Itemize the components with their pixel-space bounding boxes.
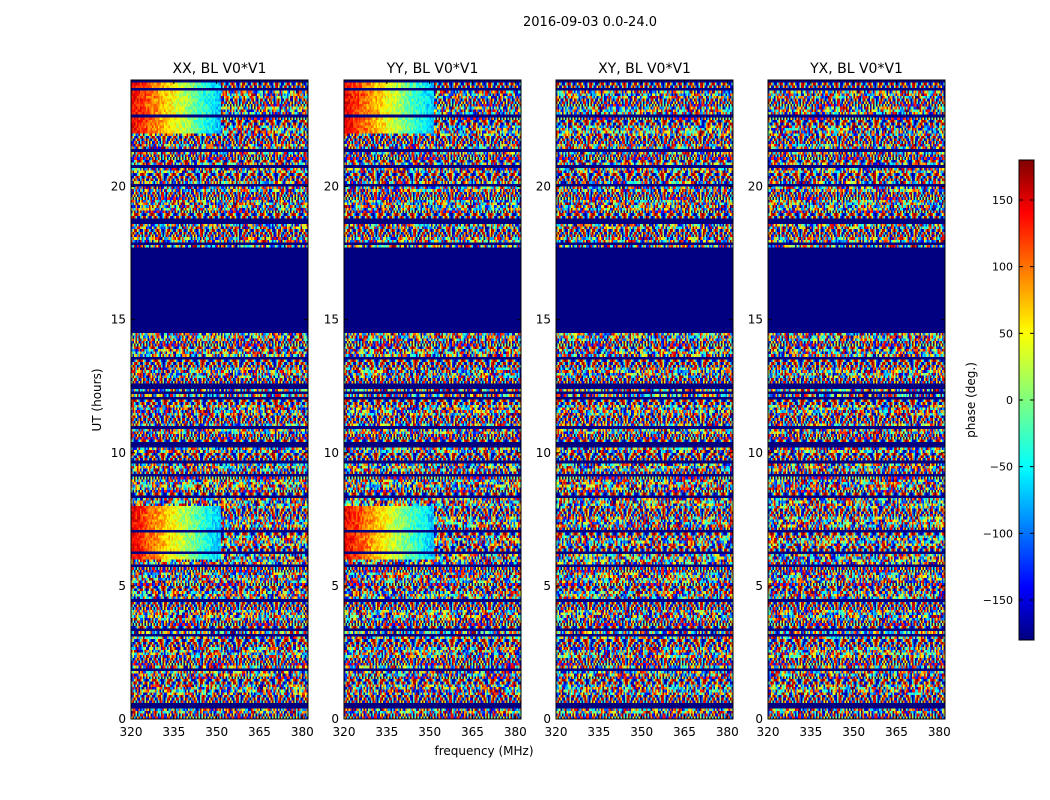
panel-3: YX, BL V0*V1 320 335 350 365 380 0 5 10 15 20 xyxy=(748,61,951,739)
heatmap-image xyxy=(344,80,521,719)
colorbar-tick-label: −50 xyxy=(990,461,1013,474)
x-tick-label: 335 xyxy=(162,725,185,739)
panel-0: XX, BL V0*V1 320 335 350 365 380 0 5 10 15 20 xyxy=(111,61,314,739)
heatmap-image xyxy=(556,80,733,719)
x-axis-label: frequency (MHz) xyxy=(434,744,533,758)
y-tick-label: 10 xyxy=(536,446,551,460)
colorbar-tick-label: −100 xyxy=(983,527,1013,540)
y-tick-label: 10 xyxy=(111,446,126,460)
y-tick-label: 15 xyxy=(324,313,339,327)
x-tick-label: 365 xyxy=(673,725,696,739)
y-tick-label: 20 xyxy=(748,180,763,194)
x-tick-label: 320 xyxy=(333,725,356,739)
x-tick-label: 380 xyxy=(504,725,527,739)
x-tick-label: 365 xyxy=(885,725,908,739)
y-tick-label: 10 xyxy=(748,446,763,460)
x-tick-label: 350 xyxy=(842,725,865,739)
panel-2: XY, BL V0*V1 320 335 350 365 380 0 5 10 15 20 xyxy=(536,61,739,739)
colorbar-tick-label: −150 xyxy=(983,594,1013,607)
x-tick-label: 350 xyxy=(630,725,653,739)
panel-title: YX, BL V0*V1 xyxy=(809,61,903,77)
x-tick-label: 350 xyxy=(205,725,228,739)
y-tick-label: 0 xyxy=(118,712,126,726)
y-tick-label: 15 xyxy=(748,313,763,327)
x-tick-label: 320 xyxy=(120,725,143,739)
colorbar-tick-label: 150 xyxy=(992,194,1013,207)
y-tick-label: 0 xyxy=(543,712,551,726)
panel-frame xyxy=(555,79,734,720)
colorbar-label: phase (deg.) xyxy=(964,362,978,438)
x-tick-label: 335 xyxy=(375,725,398,739)
panel-title: XX, BL V0*V1 xyxy=(173,61,267,77)
x-tick-label: 335 xyxy=(587,725,610,739)
y-tick-label: 5 xyxy=(331,579,339,593)
y-tick-label: 5 xyxy=(755,579,763,593)
x-tick-label: 335 xyxy=(799,725,822,739)
heatmap-image xyxy=(768,80,945,719)
panel-title: YY, BL V0*V1 xyxy=(386,61,479,77)
panel-1: YY, BL V0*V1 320 335 350 365 380 0 5 10 15 20 xyxy=(324,61,527,739)
figure-suptitle: 2016-09-03 0.0-24.0 xyxy=(523,15,657,30)
colorbar: 150 100 50 0 −50 −100 −150 phase (deg.) xyxy=(964,159,1035,641)
y-tick-label: 5 xyxy=(118,579,126,593)
colorbar-tick-label: 50 xyxy=(999,327,1013,340)
x-tick-label: 320 xyxy=(545,725,568,739)
x-tick-label: 350 xyxy=(418,725,441,739)
panel-title: XY, BL V0*V1 xyxy=(598,61,691,77)
y-tick-label: 10 xyxy=(324,446,339,460)
panel-frame xyxy=(130,79,309,720)
x-tick-label: 380 xyxy=(716,725,739,739)
y-tick-label: 20 xyxy=(111,180,126,194)
panel-frame xyxy=(767,79,946,720)
x-tick-label: 320 xyxy=(757,725,780,739)
y-tick-label: 20 xyxy=(324,180,339,194)
colorbar-tick-label: 100 xyxy=(992,261,1013,274)
y-tick-label: 5 xyxy=(543,579,551,593)
x-tick-label: 380 xyxy=(928,725,951,739)
x-tick-label: 365 xyxy=(461,725,484,739)
y-tick-label: 0 xyxy=(331,712,339,726)
colorbar-tick-label: 0 xyxy=(1006,394,1013,407)
y-tick-label: 15 xyxy=(536,313,551,327)
y-tick-label: 15 xyxy=(111,313,126,327)
heatmap-image xyxy=(131,80,308,719)
panel-frame xyxy=(343,79,522,720)
y-axis-label: UT (hours) xyxy=(90,368,104,431)
x-tick-label: 380 xyxy=(291,725,314,739)
x-tick-label: 365 xyxy=(248,725,271,739)
y-tick-label: 0 xyxy=(755,712,763,726)
y-tick-label: 20 xyxy=(536,180,551,194)
